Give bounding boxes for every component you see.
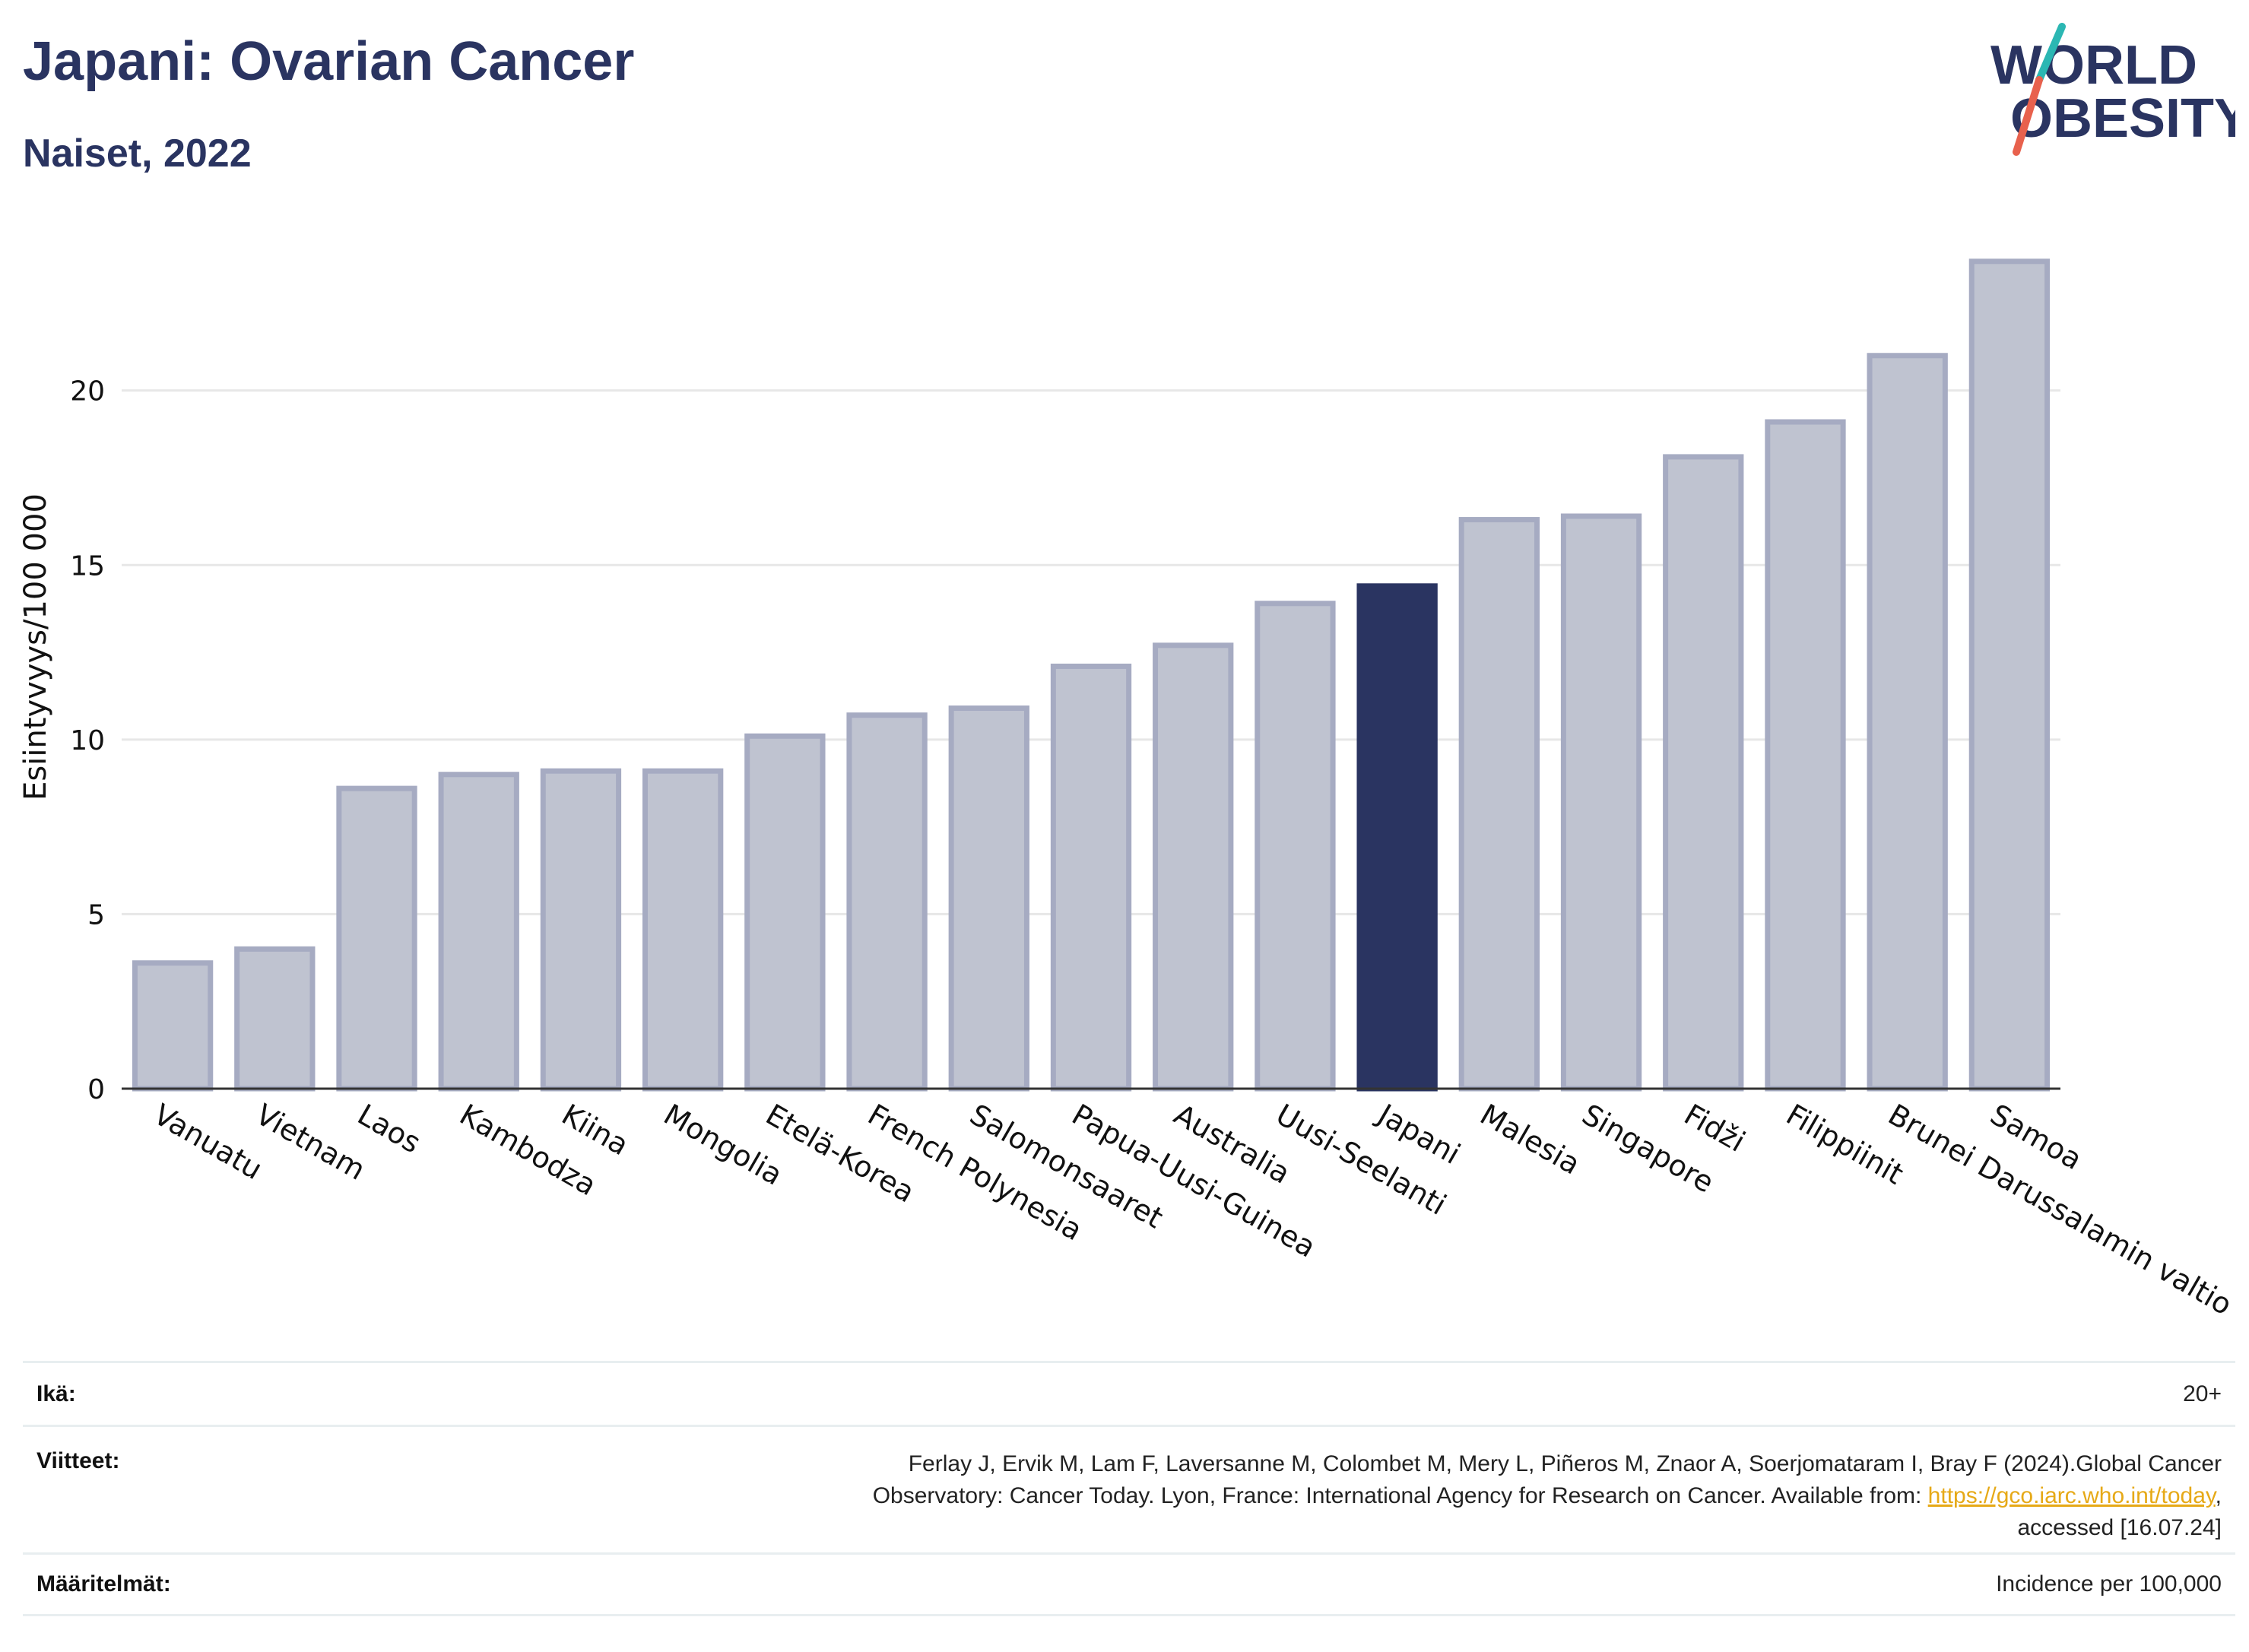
bar-french-polynesia (846, 712, 928, 1092)
footer-row-age: Ikä: 20+ (23, 1361, 2235, 1425)
definitions-value: Incidence per 100,000 (1996, 1571, 2222, 1597)
bar-japani (1356, 583, 1438, 1092)
references-link[interactable]: https://gco.iarc.who.int/today (1927, 1483, 2216, 1508)
bar-salomonsaaret (948, 706, 1029, 1092)
bars (132, 258, 2051, 1092)
x-tick-label: Fidži (1679, 1098, 1751, 1159)
bar-brunei-darussalamin-valtio (1867, 353, 1948, 1092)
logo-line2: OBESITY (2010, 88, 2235, 149)
y-tick-label: 15 (70, 550, 105, 582)
bar-fidži (1663, 454, 1744, 1092)
x-tick-label: Laos (352, 1098, 427, 1160)
x-tick-label: Kiina (556, 1098, 634, 1162)
y-axis-ticks: 0 5 10 15 20 (70, 376, 105, 1105)
bar-singapore (1560, 513, 1642, 1092)
bar-malesia (1458, 517, 1540, 1092)
bar-samoa (1968, 258, 2051, 1092)
x-tick-label: Vanuatu (148, 1098, 268, 1186)
y-tick-label: 20 (70, 376, 105, 407)
footer-row-definitions: Määritelmät: Incidence per 100,000 (23, 1552, 2235, 1616)
age-label: Ikä: (36, 1381, 76, 1406)
y-axis-label: Esiintyvyys/100 000 (18, 493, 53, 801)
x-tick-label: Vietnam (250, 1098, 371, 1187)
bar-papua-uusi-guinea (1050, 663, 1132, 1092)
bar-australia (1153, 642, 1234, 1092)
references-value: Ferlay J, Ervik M, Lam F, Laversanne M, … (873, 1448, 2222, 1544)
x-tick-label: Uusi-Seelanti (1270, 1098, 1452, 1222)
chart-title: Japani: Ovarian Cancer (23, 31, 635, 92)
definitions-label: Määritelmät: (36, 1571, 171, 1597)
logo-line1: WORLD (1990, 35, 2197, 96)
bar-uusi-seelanti (1255, 601, 1336, 1092)
bar-mongolia (642, 768, 724, 1092)
references-line3: accessed [16.07.24] (2017, 1515, 2222, 1540)
chart-subtitle: Naiset, 2022 (23, 132, 252, 176)
x-tick-label: Filippiinit (1781, 1098, 1909, 1191)
bar-kambodza (438, 772, 519, 1092)
bar-kiina (540, 768, 622, 1092)
footer-row-references: Viitteet: Ferlay J, Ervik M, Lam F, Lave… (23, 1425, 2235, 1552)
bar-filippiinit (1765, 419, 1846, 1092)
x-tick-label: Malesia (1474, 1098, 1585, 1181)
y-tick-label: 0 (87, 1074, 105, 1105)
bar-vietnam (234, 946, 316, 1092)
footer-table: Ikä: 20+ Viitteet: Ferlay J, Ervik M, La… (23, 1361, 2235, 1616)
bar-laos (336, 785, 417, 1092)
bar-vanuatu (132, 960, 214, 1092)
y-tick-label: 5 (87, 899, 105, 931)
references-line1: Ferlay J, Ervik M, Lam F, Laversanne M, … (908, 1451, 2222, 1476)
references-label: Viitteet: (36, 1448, 120, 1473)
references-line2: Observatory: Cancer Today. Lyon, France:… (872, 1483, 2222, 1508)
bar-etelä-korea (744, 733, 826, 1092)
y-tick-label: 10 (70, 725, 105, 756)
world-obesity-logo: WORLD OBESITY (1990, 23, 2235, 156)
age-value: 20+ (2183, 1381, 2222, 1406)
